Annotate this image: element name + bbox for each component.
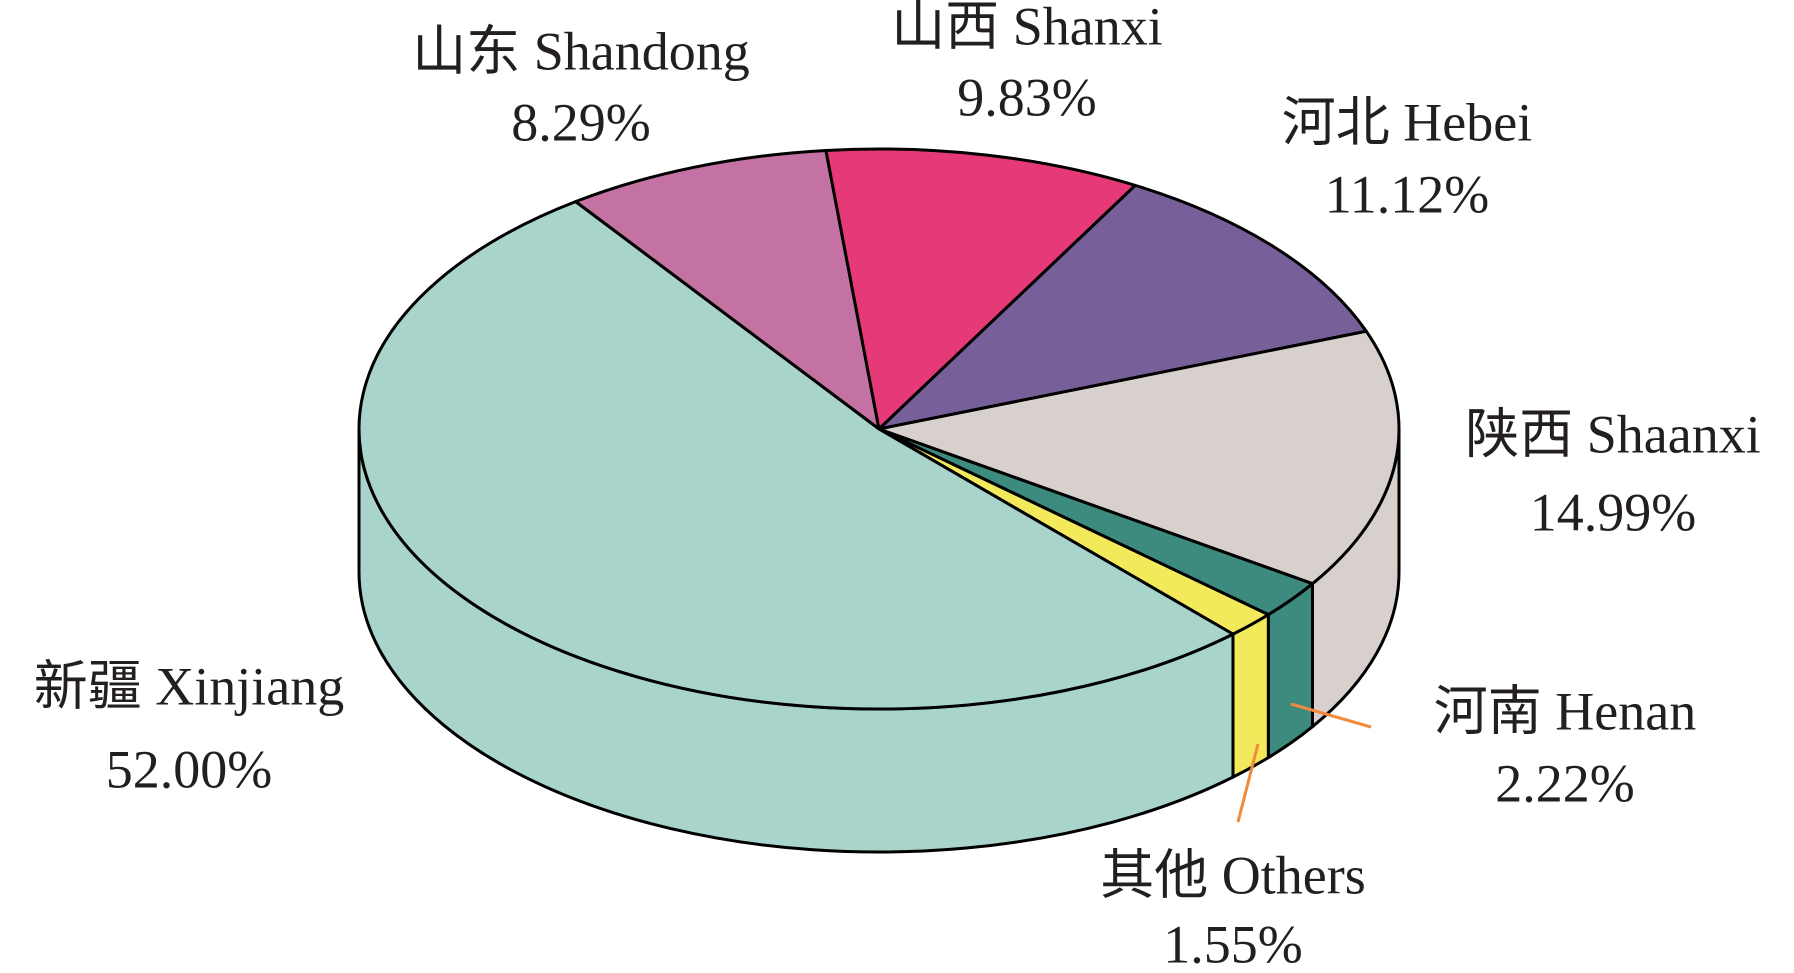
slice-label: 新疆 Xinjiang (34, 656, 344, 716)
labels: 山东 Shandong 8.29% 山西 Shanxi 9.83% 河北 Hebei 11… (34, 0, 1761, 973)
slice-label: 其他 Others (1100, 845, 1365, 905)
value-label: 14.99% (1530, 482, 1696, 542)
pie-sides (357, 427, 1401, 854)
slice-label: 河北 Hebei (1282, 92, 1532, 152)
slice-label: 山西 Shanxi (891, 0, 1163, 56)
slice (357, 200, 1235, 711)
value-label: 1.55% (1163, 914, 1302, 973)
value-label: 2.22% (1495, 753, 1634, 813)
value-label: 11.12% (1325, 164, 1489, 224)
leader-line (1236, 743, 1260, 823)
value-label: 9.83% (957, 67, 1096, 127)
slice-label: 陕西 Shaanxi (1465, 404, 1760, 464)
slice-label: 河南 Henan (1434, 681, 1696, 741)
leader-line (1290, 702, 1372, 729)
pie-tops (357, 147, 1401, 711)
slice (824, 147, 1137, 431)
slice (877, 183, 1368, 431)
value-label: 8.29% (511, 92, 650, 152)
slice-side (1231, 613, 1270, 779)
slice (877, 329, 1401, 586)
slice (574, 148, 881, 431)
slice-label: 山东 Shandong (412, 21, 750, 81)
value-label: 52.00% (106, 739, 272, 799)
